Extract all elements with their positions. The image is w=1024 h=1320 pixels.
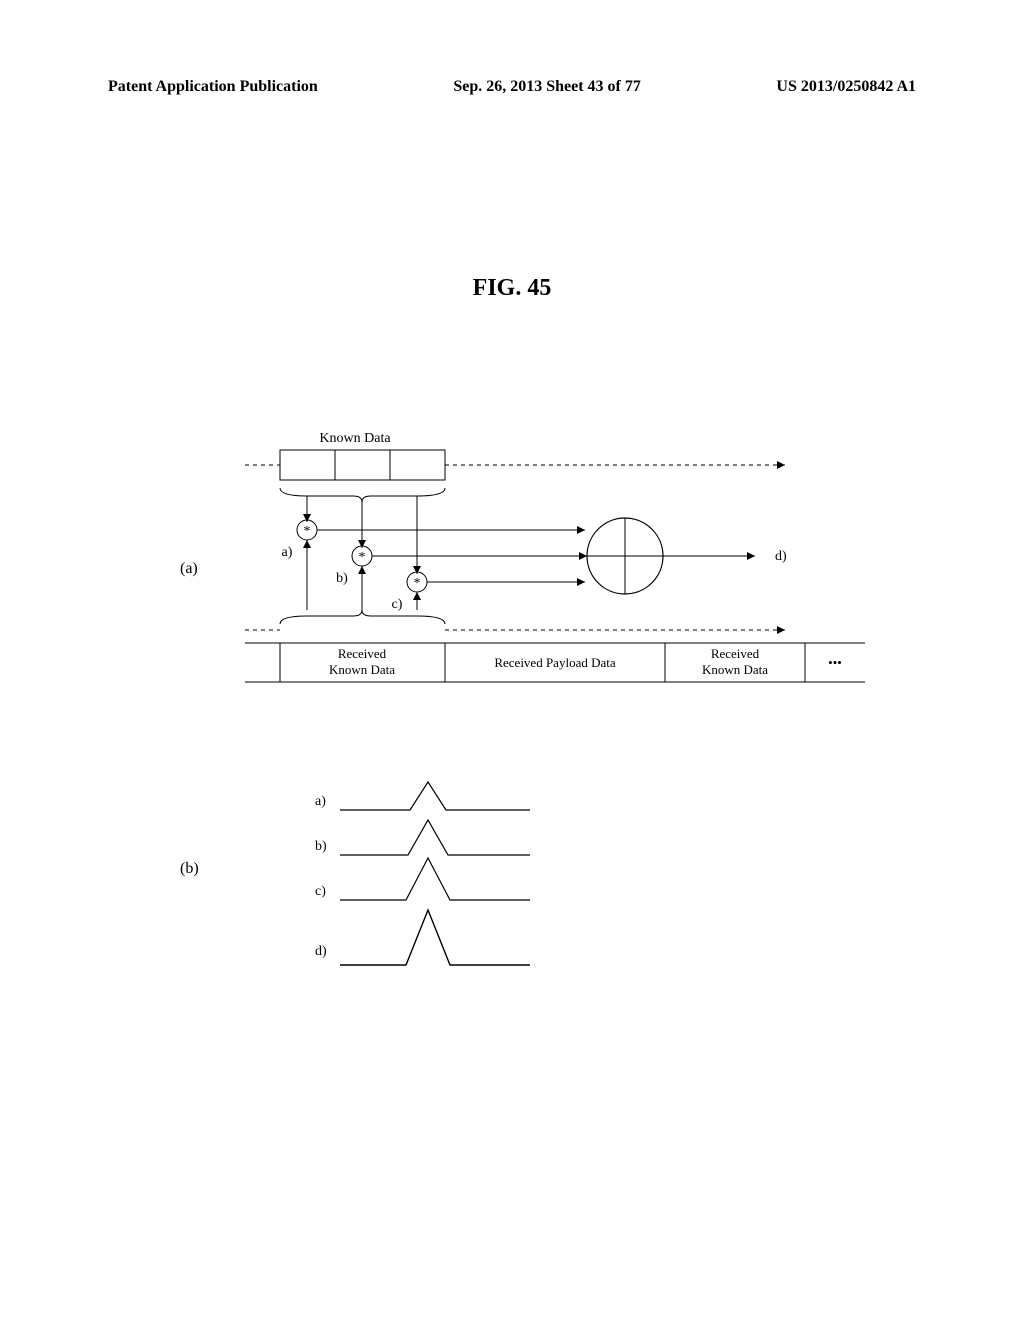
diagram-b: a) b) c) d)	[300, 770, 560, 990]
peak-label-c: c)	[315, 884, 326, 899]
svg-text:*: *	[414, 576, 421, 591]
known-data-label: Known Data	[319, 431, 391, 446]
table-col4: •••	[828, 655, 842, 670]
table-col1-line2: Known Data	[329, 662, 395, 677]
diagram-b-svg: a) b) c) d)	[300, 770, 560, 990]
label-a: a)	[282, 545, 293, 560]
table-col3-line2: Known Data	[702, 662, 768, 677]
table-col1-line1: Received	[338, 646, 387, 661]
section-a-label: (a)	[180, 560, 198, 578]
diagram-a-svg: Known Data * a) * b) * c)	[245, 430, 885, 690]
label-b: b)	[336, 571, 348, 586]
page-header: Patent Application Publication Sep. 26, …	[0, 78, 1024, 96]
table-col2: Received Payload Data	[494, 655, 616, 670]
peak-label-b: b)	[315, 839, 327, 854]
svg-text:*: *	[359, 550, 366, 565]
table-col3-line1: Received	[711, 646, 760, 661]
peak-label-d: d)	[315, 944, 327, 959]
diagram-a: Known Data * a) * b) * c)	[245, 430, 885, 690]
figure-title: FIG. 45	[0, 275, 1024, 302]
header-left: Patent Application Publication	[108, 78, 318, 96]
label-d: d)	[775, 549, 787, 564]
svg-text:*: *	[304, 524, 311, 539]
header-right: US 2013/0250842 A1	[776, 78, 916, 96]
peak-label-a: a)	[315, 794, 326, 809]
section-b-label: (b)	[180, 860, 199, 878]
header-center: Sep. 26, 2013 Sheet 43 of 77	[453, 78, 641, 96]
label-c: c)	[392, 597, 403, 612]
